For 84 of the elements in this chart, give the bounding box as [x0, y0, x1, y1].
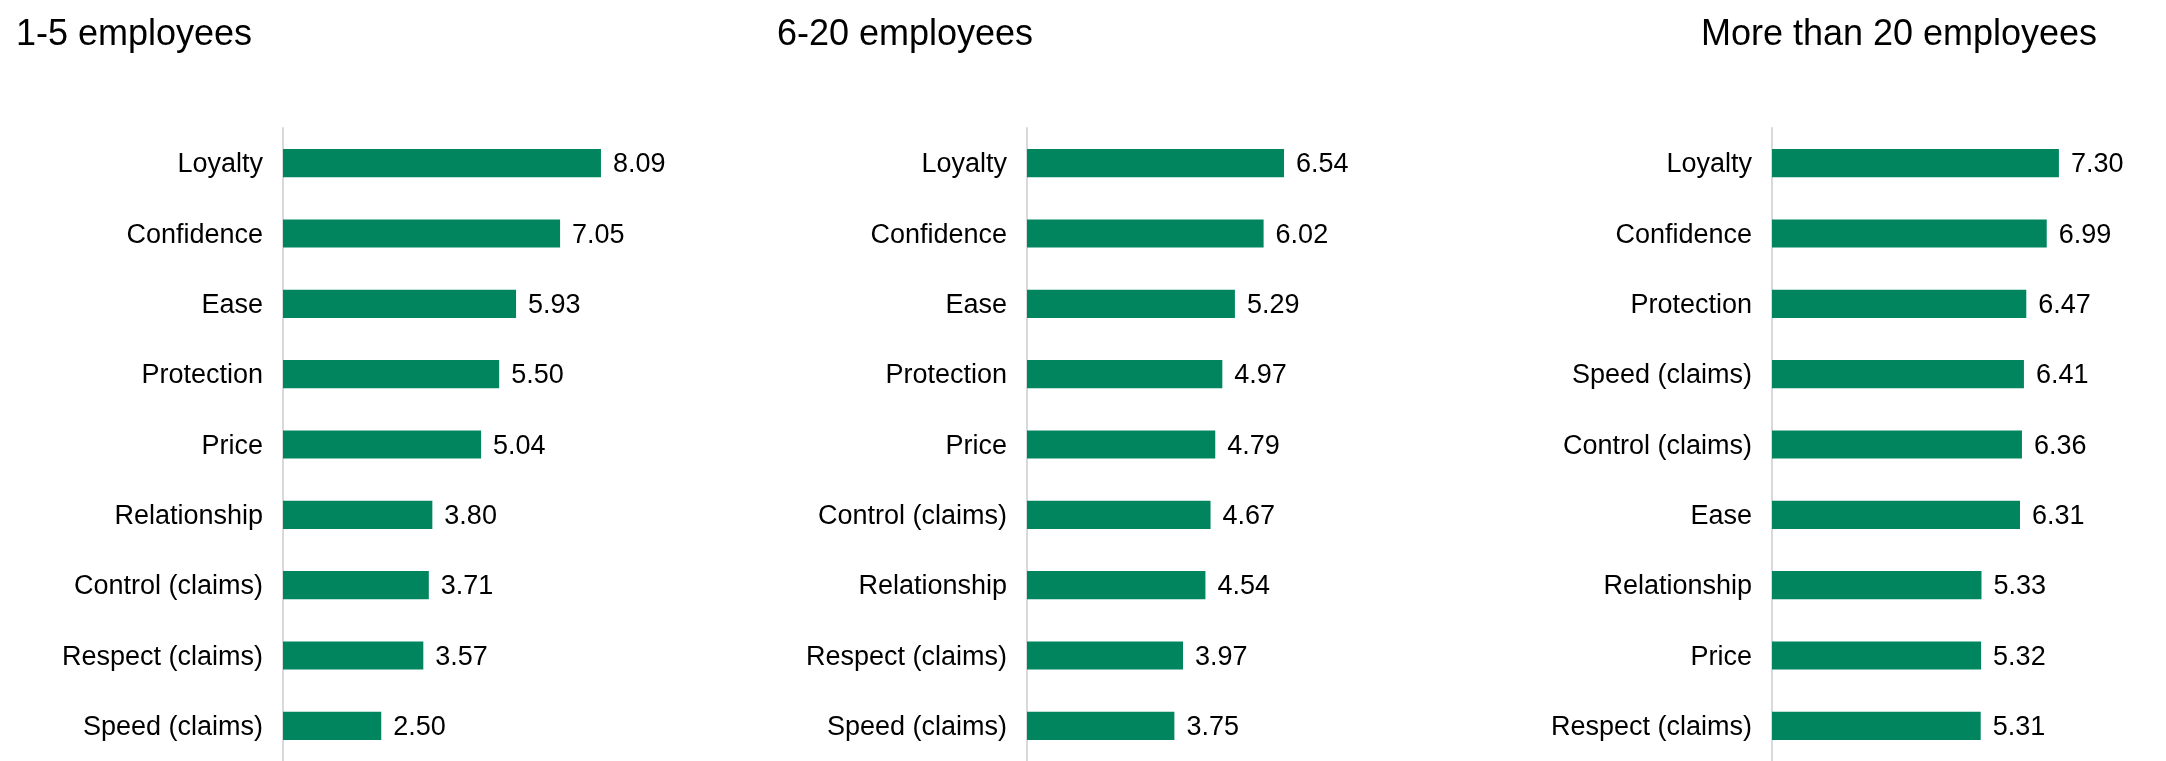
bar [1027, 289, 1235, 318]
data-label: 2.50 [393, 710, 446, 741]
data-label: 6.99 [2058, 218, 2112, 249]
data-label: 3.97 [1195, 640, 1248, 671]
data-label: 5.04 [493, 429, 546, 460]
y-tick-label: Ease [201, 288, 263, 319]
y-tick-label: Loyalty [921, 148, 1008, 179]
data-label: 3.80 [444, 499, 497, 530]
bar [283, 219, 561, 248]
chart-title: 1-5 employees [15, 11, 253, 53]
data-label: 3.57 [435, 640, 488, 671]
bar [283, 149, 601, 178]
y-tick-label: Control (claims) [73, 570, 263, 601]
y-tick-label: Confidence [126, 218, 263, 249]
data-label: 3.75 [1186, 710, 1239, 741]
y-tick-label: Price [1690, 640, 1752, 671]
y-tick-label: Price [945, 429, 1007, 460]
bar [1027, 430, 1216, 459]
bar [283, 289, 517, 318]
bar [1772, 571, 1982, 600]
bar [1772, 219, 2047, 248]
data-label: 5.29 [1246, 288, 1300, 319]
data-label: 8.09 [612, 148, 666, 179]
bar [1027, 500, 1211, 529]
y-tick-label: Ease [1690, 499, 1752, 530]
y-tick-label: Protection [885, 359, 1007, 390]
data-label: 3.71 [440, 570, 494, 601]
y-tick-label: Price [201, 429, 263, 460]
data-label: 4.67 [1222, 499, 1276, 530]
data-label: 6.41 [2035, 359, 2089, 390]
bar [1772, 289, 2027, 318]
y-tick-label: Speed (claims) [1571, 359, 1752, 390]
bar [283, 430, 482, 459]
data-label: 5.33 [1993, 570, 2047, 601]
bar [283, 641, 424, 670]
y-tick-label: Speed (claims) [826, 710, 1007, 741]
y-tick-label: Speed (claims) [82, 710, 263, 741]
y-tick-label: Control (claims) [817, 499, 1007, 530]
data-label: 6.36 [2033, 429, 2087, 460]
y-tick-label: Respect (claims) [1550, 710, 1752, 741]
bar [1772, 500, 2020, 529]
bar [283, 571, 429, 600]
data-label: 6.54 [1296, 148, 1349, 179]
bar [1027, 149, 1285, 178]
data-label: 4.79 [1227, 429, 1280, 460]
y-tick-label: Respect (claims) [61, 640, 263, 671]
bar [283, 711, 382, 740]
data-label: 6.31 [2032, 499, 2085, 530]
data-label: 5.32 [1993, 640, 2046, 671]
y-tick-label: Protection [141, 359, 263, 390]
y-tick-label: Relationship [114, 499, 263, 530]
bar [283, 500, 433, 529]
bar [1772, 149, 2059, 178]
y-tick-label: Control (claims) [1562, 429, 1752, 460]
bar [1772, 360, 2024, 389]
y-tick-label: Ease [945, 288, 1007, 319]
y-tick-label: Loyalty [177, 148, 264, 179]
bar [1027, 360, 1223, 389]
bar [1027, 571, 1206, 600]
data-label: 5.31 [1992, 710, 2046, 741]
y-tick-label: Protection [1630, 288, 1752, 319]
data-label: 7.05 [572, 218, 625, 249]
data-label: 4.54 [1217, 570, 1270, 601]
data-label: 5.93 [528, 288, 581, 319]
bar [1027, 641, 1184, 670]
chart-title: 6-20 employees [776, 11, 1034, 53]
y-tick-label: Confidence [1615, 218, 1752, 249]
chart-title: More than 20 employees [1700, 11, 2098, 53]
y-tick-label: Loyalty [1666, 148, 1753, 179]
data-label: 5.50 [511, 359, 564, 390]
y-tick-label: Respect (claims) [805, 640, 1007, 671]
bar [1027, 219, 1264, 248]
data-label: 4.97 [1234, 359, 1287, 390]
bar [1772, 641, 1982, 670]
bar [1027, 711, 1175, 740]
data-label: 7.30 [2070, 148, 2124, 179]
y-tick-label: Relationship [858, 570, 1007, 601]
data-label: 6.02 [1275, 218, 1329, 249]
y-tick-label: Confidence [870, 218, 1007, 249]
bar [1772, 711, 1981, 740]
bar [1772, 430, 2022, 459]
y-tick-label: Relationship [1603, 570, 1752, 601]
bar [283, 360, 500, 389]
data-label: 6.47 [2038, 288, 2091, 319]
